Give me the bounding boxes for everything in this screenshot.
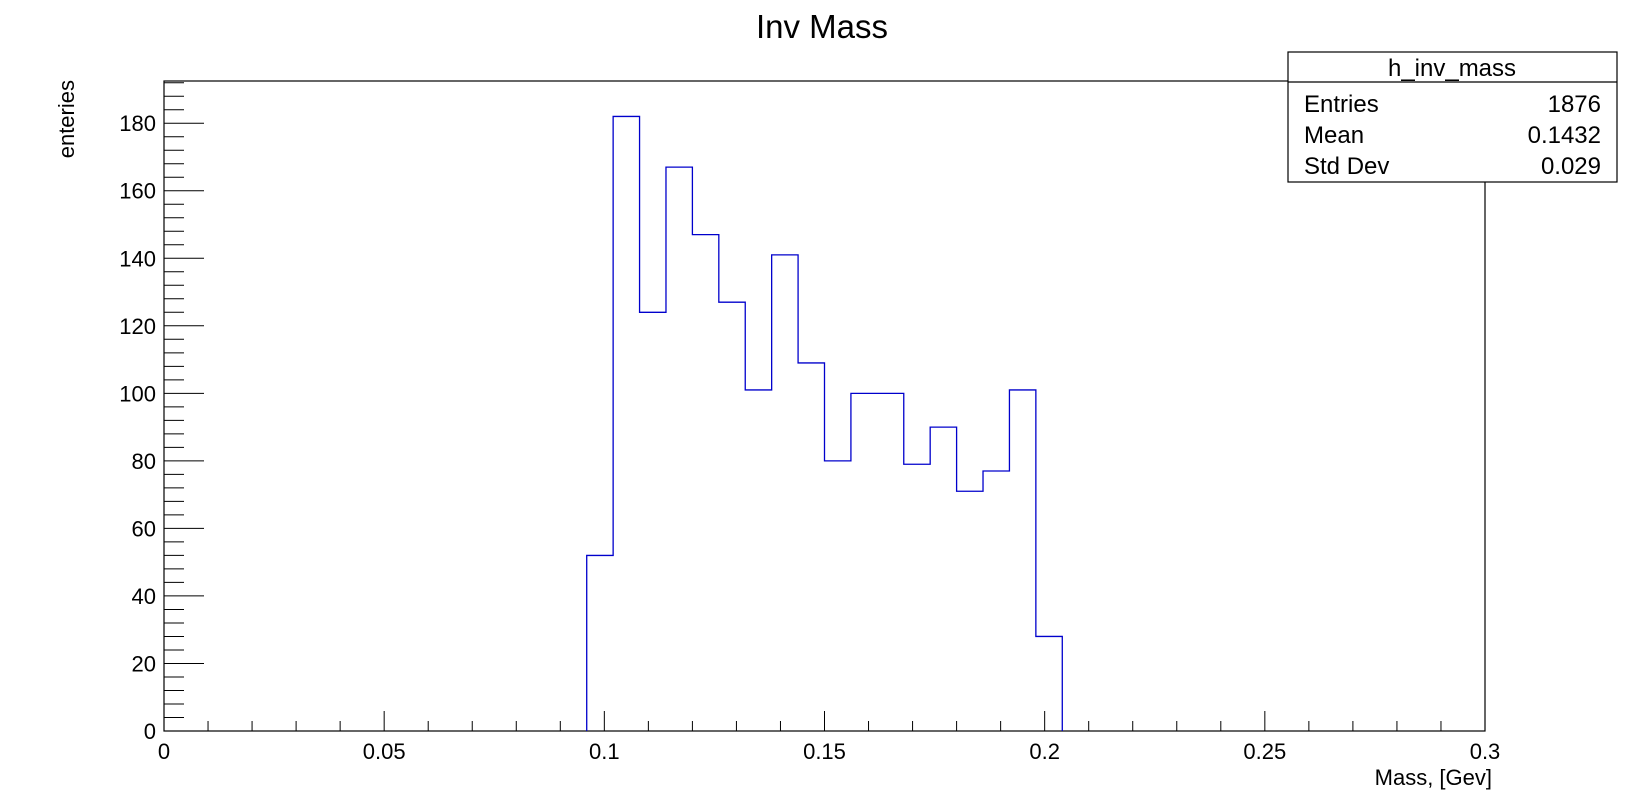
histogram-bin <box>719 302 745 731</box>
stats-box-border <box>1287 51 1618 183</box>
y-tick-label: 100 <box>119 381 156 406</box>
histogram-bin <box>613 116 639 731</box>
x-axis-title: Mass, [Gev] <box>1375 765 1492 790</box>
y-tick-label: 120 <box>119 314 156 339</box>
x-major-ticks <box>163 711 1486 731</box>
histogram-bin <box>772 255 798 731</box>
x-tick-labels: 0 0.05 0.1 0.15 0.2 0.25 0.3 <box>158 739 1500 764</box>
histogram-bin <box>851 393 877 731</box>
y-minor-ticks <box>164 82 184 718</box>
y-tick-label: 180 <box>119 111 156 136</box>
y-tick-label: 40 <box>132 584 156 609</box>
histogram-bin <box>904 464 930 731</box>
stats-entries-value: 1876 <box>1548 91 1601 118</box>
histogram-bin <box>745 390 771 731</box>
x-tick-label: 0.1 <box>589 739 620 764</box>
stats-box: h_inv_mass Entries 1876 Mean 0.1432 Std … <box>1287 51 1618 183</box>
y-tick-label: 20 <box>132 651 156 676</box>
histogram-outline <box>586 115 1063 731</box>
y-major-ticks <box>164 122 204 732</box>
histogram-series <box>586 115 1063 731</box>
histogram-bin <box>1009 390 1035 731</box>
stats-stddev-value: 0.029 <box>1541 153 1601 180</box>
y-tick-labels: 0 20 40 60 80 100 120 140 160 180 <box>119 111 156 744</box>
histogram-bin <box>692 235 718 731</box>
histogram-bin <box>877 393 903 731</box>
histogram-bin <box>957 491 983 731</box>
y-tick-label: 140 <box>119 246 156 271</box>
x-minor-ticks <box>207 721 1442 731</box>
chart-title: Inv Mass <box>756 8 888 45</box>
histogram-bin <box>640 312 666 731</box>
y-tick-label: 0 <box>144 719 156 744</box>
stats-stddev-label: Std Dev <box>1304 153 1389 180</box>
histogram-bin <box>825 461 851 731</box>
stats-mean-label: Mean <box>1304 122 1364 149</box>
x-tick-label: 0.3 <box>1470 739 1501 764</box>
y-tick-label: 80 <box>132 449 156 474</box>
x-tick-label: 0.25 <box>1243 739 1286 764</box>
histogram-bin <box>1036 636 1062 731</box>
x-tick-label: 0.05 <box>363 739 406 764</box>
histogram-bin <box>798 363 824 731</box>
y-tick-label: 160 <box>119 179 156 204</box>
x-tick-label: 0.2 <box>1029 739 1060 764</box>
stats-mean-value: 0.1432 <box>1528 122 1601 149</box>
histogram-bin <box>666 167 692 731</box>
x-tick-label: 0 <box>158 739 170 764</box>
histogram-bin <box>983 471 1009 731</box>
stats-entries-label: Entries <box>1304 91 1379 118</box>
y-axis-title: enteries <box>54 80 79 158</box>
x-tick-label: 0.15 <box>803 739 846 764</box>
histogram-bin <box>587 555 613 731</box>
y-tick-label: 60 <box>132 516 156 541</box>
stats-box-name: h_inv_mass <box>1388 55 1516 82</box>
histogram-bin <box>930 427 956 731</box>
